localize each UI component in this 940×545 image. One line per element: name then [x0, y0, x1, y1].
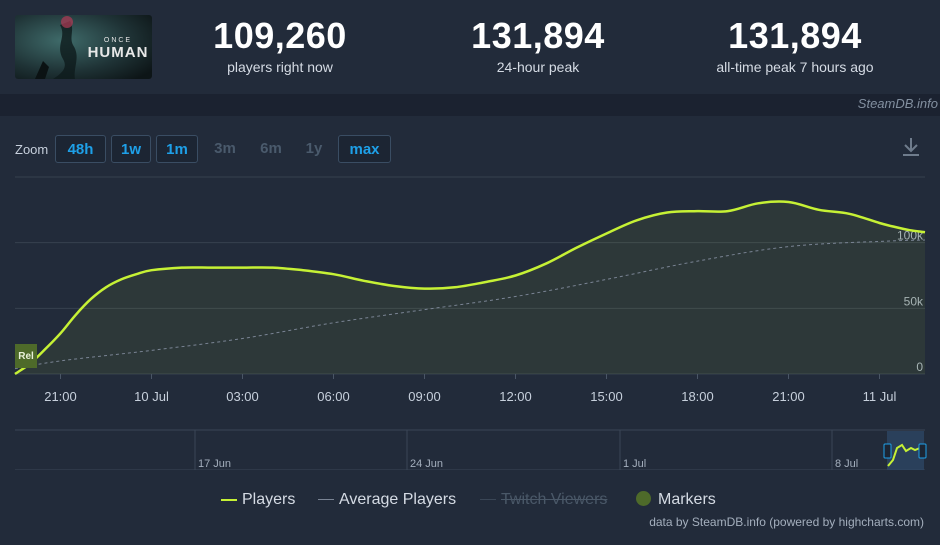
- chart-panel: [0, 116, 940, 545]
- x-tick-label: 06:00: [317, 389, 350, 404]
- zoom-3m-button[interactable]: 3m: [214, 140, 236, 157]
- daily-peak-label: 24-hour peak: [496, 59, 580, 75]
- legend-average-swatch: [318, 499, 334, 500]
- current-players-stat: 109,260 players right now: [180, 14, 380, 76]
- players-area: [15, 201, 925, 374]
- legend-markers[interactable]: Markers: [658, 491, 716, 508]
- legend-players-swatch: [221, 499, 237, 501]
- download-icon[interactable]: [900, 136, 922, 160]
- alltime-peak-label: all-time peak 7 hours ago: [716, 59, 874, 75]
- legend-players[interactable]: Players: [242, 491, 296, 508]
- navigator-players-line: [887, 443, 925, 467]
- zoom-label: Zoom: [15, 142, 49, 157]
- current-players-label: players right now: [227, 59, 333, 75]
- navigator-right-handle[interactable]: [918, 443, 927, 459]
- game-logo[interactable]: ONCE HUMAN: [15, 15, 152, 79]
- x-tick-label: 09:00: [408, 389, 441, 404]
- zoom-1m-button[interactable]: 1m: [156, 135, 198, 163]
- game-logo-art: ONCE HUMAN: [15, 15, 152, 79]
- navigator-left-handle[interactable]: [883, 443, 892, 459]
- players-line: [14, 200, 926, 376]
- legend-average-players[interactable]: Average Players: [339, 491, 457, 508]
- download-icon-glyph: [903, 138, 919, 156]
- logo-small-text: ONCE: [104, 37, 132, 44]
- zoom-max-button[interactable]: max: [338, 135, 391, 163]
- navigator-tick-label: 17 Jun: [198, 458, 231, 470]
- navigator-tick-label: 24 Jun: [410, 458, 443, 470]
- daily-peak-value: 131,894: [471, 15, 605, 56]
- legend-twitch-viewers[interactable]: Twitch Viewers: [501, 491, 608, 508]
- release-marker-label: Rel: [18, 351, 34, 362]
- alltime-peak-value: 131,894: [728, 15, 862, 56]
- release-marker[interactable]: Rel: [15, 344, 37, 368]
- zoom-1w-button[interactable]: 1w: [111, 135, 151, 163]
- x-tick-label: 21:00: [44, 389, 77, 404]
- zoom-1y-button[interactable]: 1y: [305, 140, 323, 157]
- zoom-6m-button[interactable]: 6m: [260, 140, 282, 157]
- zoom-48h-button[interactable]: 48h: [55, 135, 106, 163]
- chart-footer[interactable]: data by SteamDB.info (powered by highcha…: [649, 515, 924, 529]
- x-tick-label: 10 Jul: [134, 389, 169, 404]
- x-tick-label: 15:00: [590, 389, 623, 404]
- legend-twitch-swatch: [480, 499, 496, 500]
- navigator[interactable]: 17 Jun 24 Jun 1 Jul 8 Jul: [15, 429, 927, 470]
- logo-big-text: HUMAN: [88, 44, 149, 61]
- x-tick-label: 12:00: [499, 389, 532, 404]
- x-tick-label: 18:00: [681, 389, 714, 404]
- release-marker-box: [15, 344, 37, 368]
- current-players-value: 109,260: [213, 15, 347, 56]
- x-tick-label: 21:00: [772, 389, 805, 404]
- steamdb-credit[interactable]: SteamDB.info: [857, 96, 938, 111]
- navigator-tick-label: 1 Jul: [623, 458, 646, 470]
- chart-grid: [15, 176, 925, 375]
- y-tick-label: 50k: [904, 294, 924, 308]
- alltime-peak-stat: 131,894 all-time peak 7 hours ago: [680, 14, 910, 76]
- legend-markers-icon: [636, 491, 651, 506]
- x-axis-labels: 21:00 10 Jul 03:00 06:00 09:00 12:00 15:00 18:0…: [44, 374, 896, 404]
- daily-peak-stat: 131,894 24-hour peak: [438, 14, 638, 76]
- navigator-tick-label: 8 Jul: [835, 458, 858, 470]
- x-tick-label: 03:00: [226, 389, 259, 404]
- y-tick-label: 0: [916, 360, 923, 374]
- stats-header: ONCE HUMAN 109,260 players right now 131…: [0, 0, 940, 94]
- x-tick-label: 11 Jul: [863, 389, 897, 404]
